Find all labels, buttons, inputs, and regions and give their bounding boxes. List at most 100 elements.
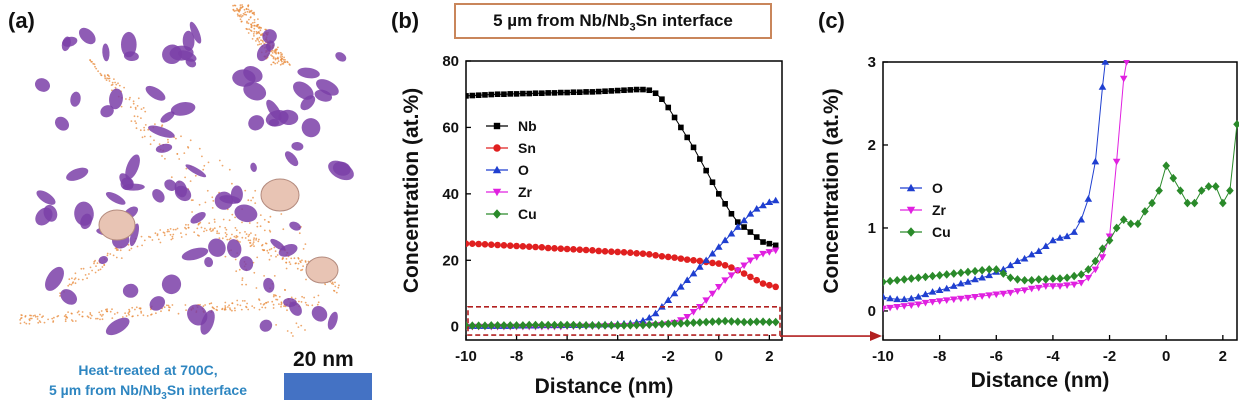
panel-c-series-cu-point [1119,215,1128,224]
panel-c-series-zr-point [900,303,909,310]
sn-atom [198,203,201,206]
sn-atom [120,257,123,259]
sn-atom [247,22,250,25]
sn-atom [19,322,22,325]
sn-atom [99,72,102,75]
sn-atom [257,18,259,20]
sn-atom [249,239,252,242]
sn-atom [72,281,75,283]
panel-b-series-nb-point [709,179,716,186]
sn-atom [270,54,272,56]
sn-atom [218,232,220,235]
panel-b-series-o-point [677,283,685,290]
sn-atom [253,27,256,30]
sn-atom [43,321,46,324]
panel-b-series-zr-point [696,303,704,311]
sn-atom [253,13,256,16]
large-particle [98,209,136,241]
panel-b-series-nb-point [753,234,760,240]
sn-atom [194,174,197,177]
panel-b-series-cu-point [607,321,616,330]
precipitate [314,89,333,102]
sn-atom [211,229,214,232]
panel-b-series-nb-point [697,156,703,162]
sn-atom [229,307,231,309]
panel-b-series-sn-point [683,256,691,263]
panel-b-series-cu-point [474,321,483,331]
sn-atom [158,143,161,146]
sn-atom [246,10,249,13]
sn-atom [274,57,277,60]
sn-atom [241,221,243,224]
panel-c-series-zr-point [914,301,923,309]
sn-atom [256,222,259,224]
sn-atom [213,218,216,221]
panel-c-series-zr-point [886,304,894,312]
precipitate [301,118,321,138]
panel-c-series-cu-point [1056,274,1064,283]
panel-b-series-nb-point [633,86,640,93]
panel-b-series-o-point [670,289,679,297]
sn-atom [167,138,169,141]
sn-atom [189,139,192,142]
sn-atom [119,249,122,252]
panel-b-legend-o-point [492,165,502,174]
sn-atom [284,288,286,291]
sn-atom [281,55,284,58]
sn-atom [143,129,146,132]
panel-b-series-sn-point [544,244,552,252]
precipitate [263,277,275,293]
sn-atom [243,300,246,302]
panel-b-series-zr-point [727,272,736,280]
panel-b-series-sn-point [506,242,514,249]
sn-atom [104,77,107,80]
sn-atom [118,84,121,87]
sn-atom [135,306,138,309]
sn-atom [81,315,84,318]
panel-b-series-cu-point [594,321,603,330]
sn-atom [134,106,137,109]
precipitate [283,297,297,308]
panel-b-series-o-point [645,313,654,321]
sn-atom [241,14,244,17]
sn-atom [199,303,201,306]
caption-line-2: 5 µm from Nb/Nb3Sn interface [18,380,278,407]
sn-atom [224,255,227,258]
sn-atom [281,60,283,63]
sn-atom [272,303,275,306]
sn-atom [267,221,270,223]
sn-atom [197,222,200,225]
panel-c-series-o-point [1070,228,1078,235]
panel-b-series-sn-point [658,252,666,260]
panel-c-series-zr-point [942,297,951,304]
sn-atom [121,316,124,318]
sn-atom [251,24,253,27]
sn-atom [159,229,162,231]
panel-b-y-tick-label: 40 [442,186,459,203]
precipitate [80,213,92,230]
sn-atom [248,222,251,224]
panel-c-series-cu-point [1169,173,1178,183]
sn-atom [66,316,69,319]
panel-b-series-sn-point [551,245,558,252]
sn-atom [74,272,77,275]
panel-b-series-nb-point [684,134,690,141]
sn-atom [332,283,335,285]
sn-atom [227,306,229,308]
sn-atom [128,313,130,316]
sn-atom [240,20,243,23]
sn-atom [29,314,31,317]
precipitate [219,195,241,204]
sn-atom [89,317,92,320]
panel-b-series-nb-point [482,92,488,98]
panel-b-x-tick-label: 2 [765,348,773,365]
sn-atom [111,81,114,84]
sn-atom [68,278,71,281]
sn-atom [270,50,273,53]
precipitate [181,247,209,261]
sn-atom [39,313,41,316]
sn-atom [204,304,207,306]
panel-b-series-o-point [740,216,748,224]
sn-atom [263,275,265,277]
sn-atom [265,301,268,304]
